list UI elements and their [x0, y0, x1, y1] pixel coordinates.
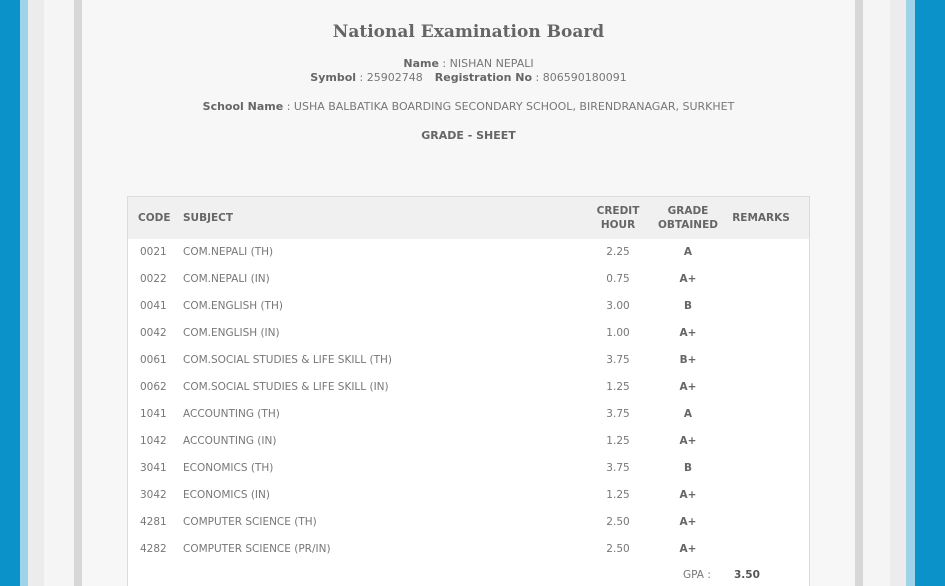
table-row: 3041 ECONOMICS (TH) 3.75 B — [128, 455, 809, 482]
subject-code: 3042 — [140, 489, 167, 501]
subject-name: ECONOMICS (TH) — [183, 462, 274, 474]
subject-name: COM.SOCIAL STUDIES & LIFE SKILL (TH) — [183, 354, 392, 366]
grade-obtained: A — [683, 408, 693, 420]
table-row: 0022 COM.NEPALI (IN) 0.75 A+ — [128, 266, 809, 293]
sheet-title: GRADE - SHEET — [421, 129, 516, 142]
column-header-grade-obtained: GRADE OBTAINED — [653, 204, 723, 232]
credit-header-line1: CREDIT — [596, 205, 640, 217]
table-row: 0041 COM.ENGLISH (TH) 3.00 B — [128, 293, 809, 320]
school-name-line: School Name : USHA BALBATIKA BOARDING SE… — [202, 100, 735, 113]
credit-hour: 3.75 — [606, 408, 630, 420]
credit-hour: 1.25 — [606, 381, 630, 393]
table-row: 4282 COMPUTER SCIENCE (PR/IN) 2.50 A+ — [128, 536, 809, 563]
grade-obtained: B+ — [679, 354, 697, 366]
subject-name: COMPUTER SCIENCE (TH) — [183, 516, 317, 528]
background-stripe-right — [906, 0, 915, 586]
subject-code: 0061 — [140, 354, 167, 366]
registration-number: 806590180091 — [542, 71, 627, 84]
table-row: 1041 ACCOUNTING (TH) 3.75 A — [128, 401, 809, 428]
credit-hour: 3.75 — [606, 462, 630, 474]
grade-obtained: A+ — [679, 516, 697, 528]
grade-obtained: A+ — [679, 327, 697, 339]
student-name-line: Name : NISHAN NEPALI — [403, 57, 534, 70]
subject-name: COM.ENGLISH (IN) — [183, 327, 280, 339]
subject-code: 0062 — [140, 381, 167, 393]
subject-code: 0022 — [140, 273, 167, 285]
symbol-number: 25902748 — [366, 71, 423, 84]
table-row: 0042 COM.ENGLISH (IN) 1.00 A+ — [128, 320, 809, 347]
subject-code: 0021 — [140, 246, 167, 258]
gpa-label: GPA : — [683, 569, 711, 581]
table-row: 0061 COM.SOCIAL STUDIES & LIFE SKILL (TH)… — [128, 347, 809, 374]
background-stripe-left — [20, 0, 28, 586]
grade-obtained: B — [683, 462, 692, 474]
grade-obtained: A+ — [679, 489, 697, 501]
subject-name: COM.SOCIAL STUDIES & LIFE SKILL (IN) — [183, 381, 389, 393]
registration-label: Registration No — [434, 71, 533, 84]
credit-hour: 2.25 — [606, 246, 630, 258]
table-row: 0062 COM.SOCIAL STUDIES & LIFE SKILL (IN)… — [128, 374, 809, 401]
column-header-remarks: REMARKS — [732, 212, 790, 224]
student-name: NISHAN NEPALI — [449, 57, 534, 70]
grade-obtained: A — [683, 246, 693, 258]
subject-name: COM.ENGLISH (TH) — [183, 300, 283, 312]
column-header-subject: SUBJECT — [183, 212, 234, 224]
sheet-border-left — [74, 0, 82, 586]
credit-hour: 2.50 — [606, 543, 630, 555]
subject-code: 0041 — [140, 300, 167, 312]
subject-code: 1042 — [140, 435, 167, 447]
credit-hour: 0.75 — [606, 273, 630, 285]
subject-name: COM.NEPALI (TH) — [183, 246, 274, 258]
school-name: USHA BALBATIKA BOARDING SECONDARY SCHOOL… — [293, 100, 735, 113]
page-title: National Examination Board — [332, 22, 605, 42]
credit-hour: 3.00 — [606, 300, 630, 312]
grade-header-line2: OBTAINED — [658, 219, 718, 231]
table-header: CODE SUBJECT CREDIT HOUR GRADE OBTAINED … — [128, 197, 809, 239]
subject-name: ACCOUNTING (TH) — [183, 408, 280, 420]
subject-name: ACCOUNTING (IN) — [183, 435, 277, 447]
table-row: 3042 ECONOMICS (IN) 1.25 A+ — [128, 482, 809, 509]
grade-obtained: B — [683, 300, 692, 312]
subject-name: COMPUTER SCIENCE (PR/IN) — [183, 543, 331, 555]
sheet-border-right — [855, 0, 863, 586]
credit-hour: 1.25 — [606, 489, 630, 501]
grade-header-line1: GRADE — [667, 205, 709, 217]
subject-code: 4282 — [140, 543, 167, 555]
subject-name: ECONOMICS (IN) — [183, 489, 270, 501]
column-header-credit-hour: CREDIT HOUR — [588, 204, 648, 232]
school-label: School Name — [202, 100, 284, 113]
subject-name: COM.NEPALI (IN) — [183, 273, 270, 285]
subject-code: 3041 — [140, 462, 167, 474]
gpa-value: 3.50 — [734, 569, 760, 581]
name-label: Name — [403, 57, 439, 70]
grade-obtained: A+ — [679, 543, 697, 555]
symbol-label: Symbol — [310, 71, 357, 84]
table-row: 1042 ACCOUNTING (IN) 1.25 A+ — [128, 428, 809, 455]
grade-obtained: A+ — [679, 381, 697, 393]
subject-code: 0042 — [140, 327, 167, 339]
column-header-code: CODE — [138, 212, 171, 224]
grade-obtained: A+ — [679, 273, 697, 285]
credit-hour: 1.25 — [606, 435, 630, 447]
symbol-registration-line: Symbol : 25902748 Registration No : 80659… — [310, 71, 627, 84]
credit-hour: 2.50 — [606, 516, 630, 528]
credit-hour: 3.75 — [606, 354, 630, 366]
table-row: 0021 COM.NEPALI (TH) 2.25 A — [128, 239, 809, 266]
subject-code: 1041 — [140, 408, 167, 420]
subject-code: 4281 — [140, 516, 167, 528]
credit-header-line2: HOUR — [600, 219, 636, 231]
grade-obtained: A+ — [679, 435, 697, 447]
credit-hour: 1.00 — [606, 327, 630, 339]
table-row: 4281 COMPUTER SCIENCE (TH) 2.50 A+ — [128, 509, 809, 536]
grade-table: CODE SUBJECT CREDIT HOUR GRADE OBTAINED … — [127, 196, 810, 586]
grade-sheet: National Examination Board Name : NISHAN… — [82, 0, 855, 586]
